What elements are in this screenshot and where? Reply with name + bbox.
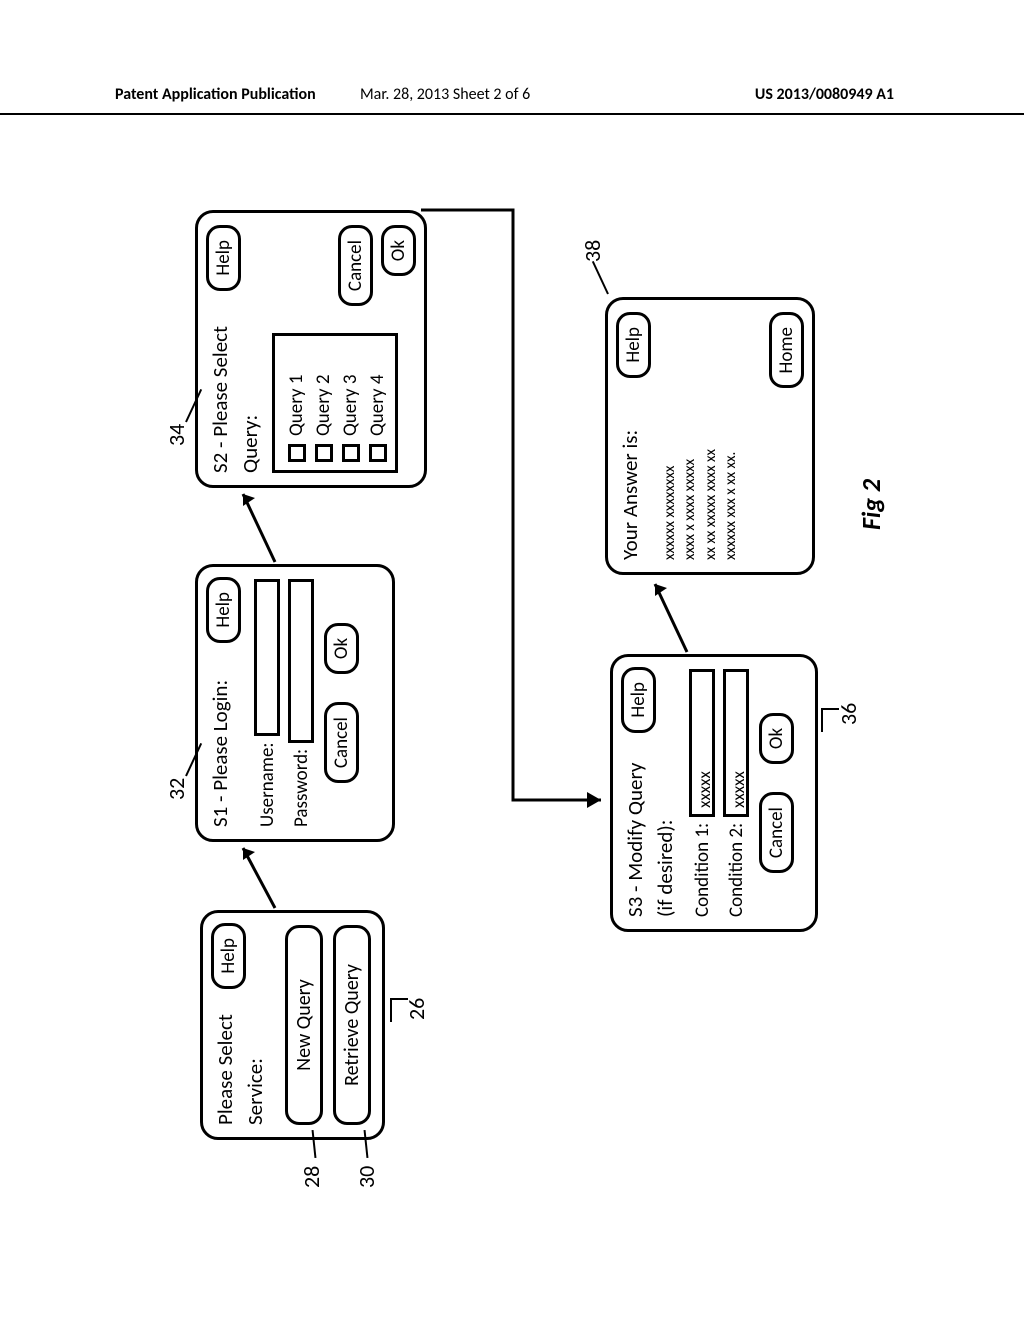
username-row: Username: bbox=[254, 579, 280, 827]
arrow-3 bbox=[413, 190, 623, 850]
leader-36 bbox=[821, 708, 839, 710]
header-right: US 2013/0080949 A1 bbox=[755, 85, 894, 104]
panel-subtitle: Service: bbox=[243, 925, 267, 1125]
arrow-2 bbox=[233, 476, 283, 566]
condition2-row: Condition 2: xxxxx bbox=[723, 669, 749, 917]
figure-label: Fig 2 bbox=[855, 479, 887, 530]
diagram-stage: Help Please Select Service: New Query Re… bbox=[195, 200, 845, 1150]
leader-26h bbox=[390, 998, 392, 1022]
ref-26: 26 bbox=[403, 998, 430, 1020]
help-button[interactable]: Help bbox=[616, 312, 651, 378]
checkbox-icon bbox=[369, 444, 387, 462]
password-row: Password: bbox=[288, 579, 314, 827]
ok-button[interactable]: Ok bbox=[324, 623, 359, 674]
diagram-viewport: Help Please Select Service: New Query Re… bbox=[195, 200, 845, 1150]
checkbox-icon bbox=[342, 444, 360, 462]
panel-select-query: Help Cancel Ok S2 - Please Select Query:… bbox=[195, 210, 427, 488]
ref-38: 38 bbox=[579, 240, 606, 262]
ref-28: 28 bbox=[298, 1166, 325, 1188]
ref-30: 30 bbox=[353, 1166, 380, 1188]
ref-34: 34 bbox=[163, 424, 190, 446]
cancel-button[interactable]: Cancel bbox=[324, 702, 359, 783]
panel-answer: Help Home Your Answer is: xxxxxx xxxxxxx… bbox=[605, 297, 815, 575]
query-option[interactable]: Query 4 bbox=[366, 344, 389, 462]
leader-26 bbox=[390, 998, 408, 1000]
panel-modify-query: Help S3 - Modify Query (if desired): Con… bbox=[610, 654, 818, 932]
query-option[interactable]: Query 1 bbox=[285, 344, 308, 462]
condition1-row: Condition 1: xxxxx bbox=[689, 669, 715, 917]
query-label: Query 1 bbox=[285, 375, 308, 436]
condition1-label: Condition 1: bbox=[691, 823, 714, 917]
condition2-label: Condition 2: bbox=[725, 823, 748, 917]
panel-subtitle: (if desired): bbox=[653, 669, 677, 917]
arrow-4 bbox=[645, 566, 695, 656]
query-label: Query 4 bbox=[366, 375, 389, 436]
help-button[interactable]: Help bbox=[621, 667, 656, 733]
help-button[interactable]: Help bbox=[211, 923, 246, 989]
query-label: Query 2 bbox=[312, 375, 335, 436]
help-button[interactable]: Help bbox=[206, 577, 241, 643]
ref-32: 32 bbox=[163, 778, 190, 800]
ok-button[interactable]: Ok bbox=[759, 713, 794, 764]
checkbox-icon bbox=[288, 444, 306, 462]
leader-36h bbox=[821, 708, 823, 732]
password-label: Password: bbox=[290, 749, 313, 827]
help-button[interactable]: Help bbox=[206, 225, 241, 291]
query-option[interactable]: Query 2 bbox=[312, 344, 335, 462]
ref-36: 36 bbox=[835, 703, 862, 725]
ok-button[interactable]: Ok bbox=[381, 225, 416, 276]
home-button[interactable]: Home bbox=[769, 312, 804, 389]
panel-select-service: Help Please Select Service: New Query Re… bbox=[200, 910, 385, 1140]
checkbox-icon bbox=[315, 444, 333, 462]
condition1-input[interactable]: xxxxx bbox=[689, 669, 715, 817]
password-input[interactable] bbox=[288, 579, 314, 743]
cancel-button[interactable]: Cancel bbox=[759, 792, 794, 873]
query-label: Query 3 bbox=[339, 375, 362, 436]
panel-login: Help S1 - Please Login: Username: Passwo… bbox=[195, 564, 395, 842]
condition2-input[interactable]: xxxxx bbox=[723, 669, 749, 817]
username-label: Username: bbox=[256, 743, 279, 828]
page-header: Patent Application Publication Mar. 28, … bbox=[0, 85, 1024, 115]
new-query-button[interactable]: New Query bbox=[285, 925, 323, 1125]
cancel-button[interactable]: Cancel bbox=[338, 225, 373, 306]
header-left: Patent Application Publication bbox=[115, 85, 316, 104]
retrieve-query-button[interactable]: Retrieve Query bbox=[333, 925, 371, 1125]
query-option[interactable]: Query 3 bbox=[339, 344, 362, 462]
header-center: Mar. 28, 2013 Sheet 2 of 6 bbox=[360, 85, 530, 104]
arrow-1 bbox=[233, 832, 283, 912]
username-input[interactable] bbox=[254, 579, 280, 737]
